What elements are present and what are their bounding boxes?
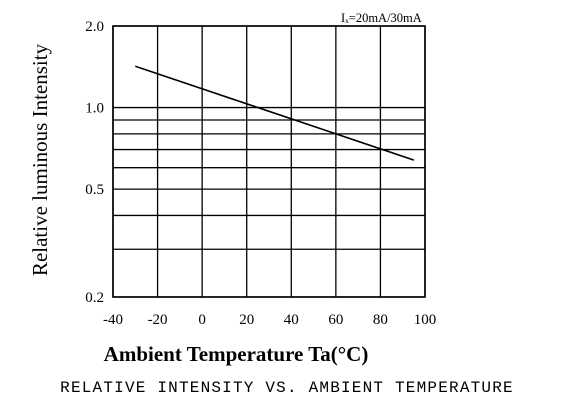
x-tick-label: 40 (284, 312, 299, 328)
y-tick-label: 0.5 (85, 182, 104, 198)
tick-labels: -40 -20 0 20 40 60 80 100 0.2 0.5 1.0 2.0 (85, 19, 436, 328)
x-tick-label: -20 (148, 312, 168, 328)
plot-frame (112, 25, 426, 298)
x-axis-label: Ambient Temperature Ta(°C) (104, 342, 369, 366)
x-tick-label: 80 (373, 312, 388, 328)
series-line (135, 65, 415, 161)
y-tick-label: 0.2 (85, 290, 104, 306)
y-tick-label: 2.0 (85, 19, 104, 35)
y-axis-label: Relative luminous Intensity (28, 43, 52, 276)
chart-annotation: Iₓ=20mA/30mA (341, 11, 422, 25)
x-tick-label: 60 (328, 312, 343, 328)
series-layer (135, 65, 415, 161)
chart-caption: RELATIVE INTENSITY VS. AMBIENT TEMPERATU… (60, 379, 514, 397)
grid (112, 25, 426, 298)
x-tick-label: 0 (198, 312, 206, 328)
x-tick-label: 100 (414, 312, 437, 328)
x-tick-label: -40 (103, 312, 123, 328)
y-tick-label: 1.0 (85, 101, 104, 117)
x-tick-label: 20 (239, 312, 254, 328)
